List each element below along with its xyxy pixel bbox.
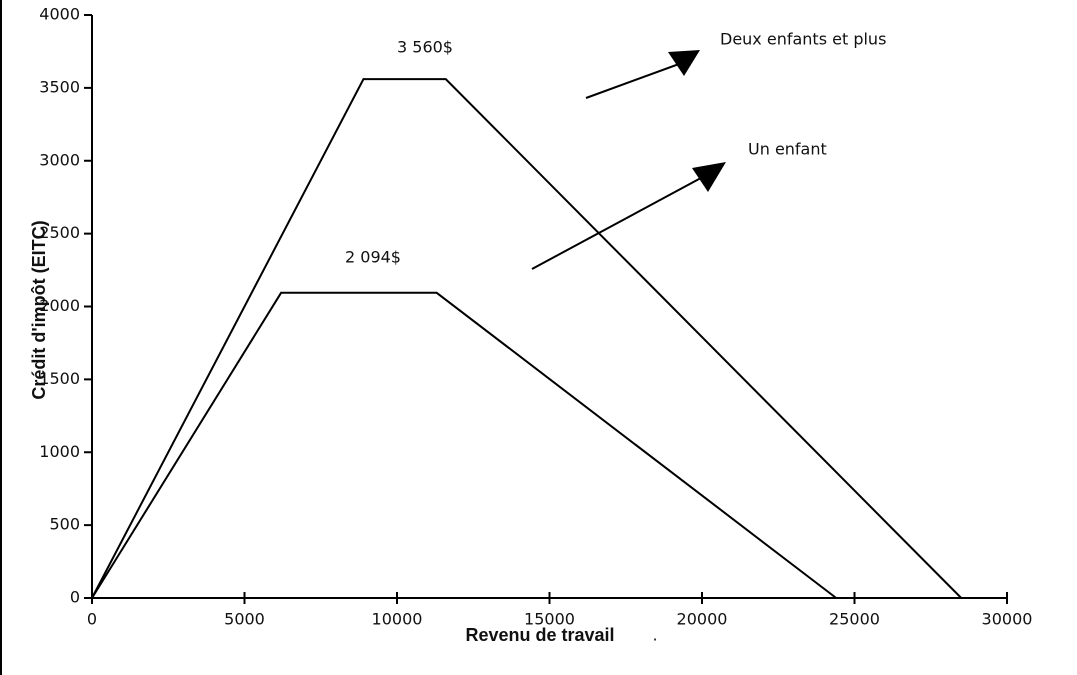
series-line [91,78,962,599]
y-tick-label: 1000 [39,442,80,461]
y-tick-label: 1500 [39,369,80,388]
x-tick-label: 0 [87,610,97,629]
x-tick-label: 20000 [677,610,728,629]
x-tick-label: 10000 [372,610,423,629]
arrow-head [692,162,726,192]
y-tick-label: 0 [70,588,80,607]
annotation: 2 094$ [345,248,401,267]
annotation: 3 560$ [397,38,453,57]
x-tick-label: 25000 [829,610,880,629]
annotation: . [652,626,657,645]
y-tick-label: 4000 [39,5,80,24]
x-tick-label: 15000 [524,610,575,629]
arrow-head [668,50,700,76]
y-tick-label: 500 [49,515,80,534]
y-tick-label: 3500 [39,77,80,96]
y-tick-label: 2500 [39,223,80,242]
x-tick-label: 30000 [982,610,1033,629]
arrow [531,171,713,270]
legend-label: Un enfant [748,140,827,159]
legend-label: Deux enfants et plus [720,30,886,49]
y-axis-label: Crédit d'impôt (EITC) [29,220,49,399]
x-axis-label: Revenu de travail [465,625,614,645]
arrow [585,59,691,99]
series-line [91,291,837,599]
y-tick-label: 2000 [39,296,80,315]
y-tick-label: 3000 [39,150,80,169]
x-tick-label: 5000 [224,610,265,629]
